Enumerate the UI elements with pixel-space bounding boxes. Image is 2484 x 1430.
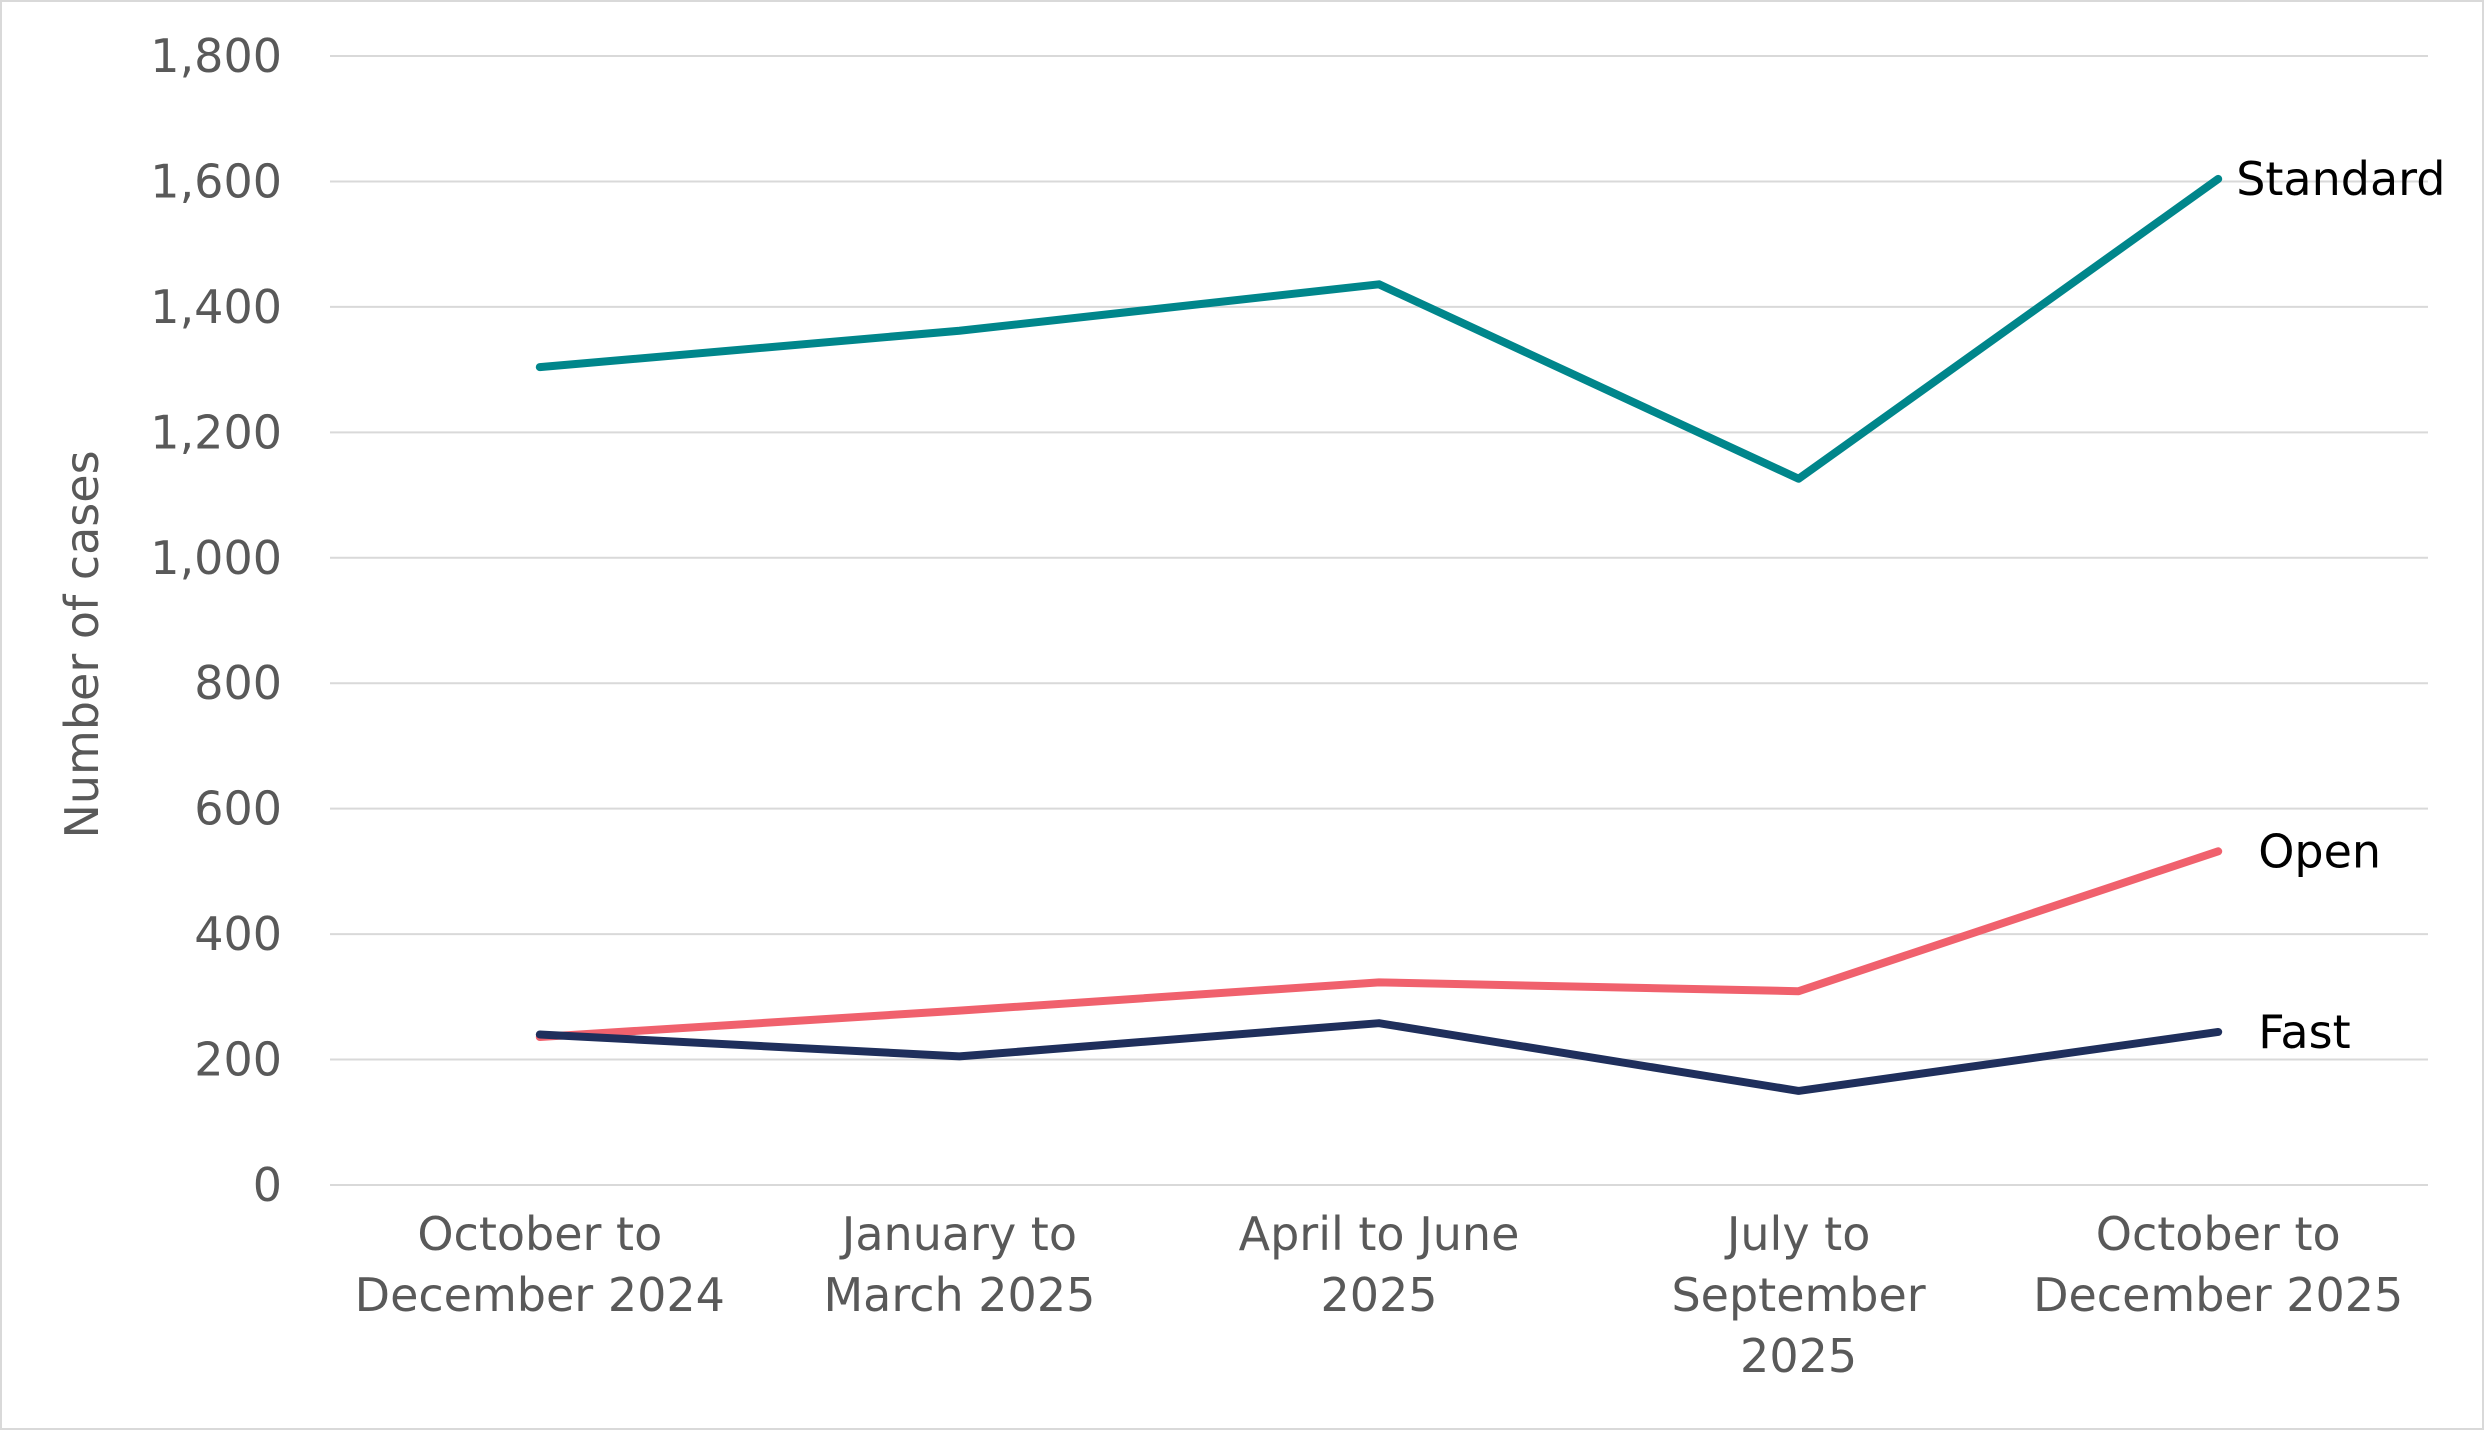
y-tick-label: 200 xyxy=(194,1033,282,1087)
x-axis-tick-labels: October to December 2024 January to March 2… xyxy=(355,1207,2404,1383)
x-tick-label-line: 2025 xyxy=(1320,1268,1437,1322)
x-tick-label-line: 2025 xyxy=(1740,1329,1857,1383)
y-tick-label: 1,800 xyxy=(150,29,282,83)
x-tick-label-line: April to June xyxy=(1239,1207,1520,1261)
x-tick-label-line: September xyxy=(1671,1268,1925,1322)
x-tick-label-line: July to xyxy=(1724,1207,1871,1261)
series-line-fast xyxy=(535,1019,2223,1095)
y-tick-label: 600 xyxy=(194,782,282,836)
x-tick-label-line: October to xyxy=(417,1207,662,1261)
x-tick-label: July to September 2025 xyxy=(1671,1207,1925,1383)
x-tick-label-line: December 2025 xyxy=(2033,1268,2403,1322)
y-tick-label: 0 xyxy=(253,1158,282,1212)
x-tick-label-line: March 2025 xyxy=(823,1268,1095,1322)
series-label-standard: Standard xyxy=(2236,152,2445,206)
gridlines xyxy=(330,55,2428,1186)
series-line-standard xyxy=(535,174,2223,483)
series-label-fast: Fast xyxy=(2258,1005,2350,1059)
y-tick-label: 400 xyxy=(194,907,282,961)
y-tick-label: 1,600 xyxy=(150,154,282,208)
series-line-open xyxy=(535,847,2223,1041)
y-tick-label: 1,000 xyxy=(150,531,282,585)
series-end-labels: Standard Open Fast xyxy=(2236,152,2445,1059)
x-tick-label: January to March 2025 xyxy=(823,1207,1095,1322)
x-tick-label: October to December 2024 xyxy=(355,1207,725,1322)
series-lines xyxy=(535,174,2223,1095)
x-tick-label-line: December 2024 xyxy=(355,1268,725,1322)
y-tick-label: 800 xyxy=(194,656,282,710)
x-tick-label: April to June 2025 xyxy=(1239,1207,1520,1322)
y-axis-tick-labels: 0 200 400 600 800 1,000 1,200 1,400 1,600 1,800 xyxy=(150,29,282,1212)
x-tick-label-line: October to xyxy=(2096,1207,2341,1261)
x-tick-label: October to December 2025 xyxy=(2033,1207,2403,1322)
series-label-open: Open xyxy=(2258,824,2381,878)
x-tick-label-line: January to xyxy=(839,1207,1077,1261)
y-tick-label: 1,200 xyxy=(150,405,282,459)
y-axis-title: Number of cases xyxy=(55,450,109,838)
y-tick-label: 1,400 xyxy=(150,280,282,334)
